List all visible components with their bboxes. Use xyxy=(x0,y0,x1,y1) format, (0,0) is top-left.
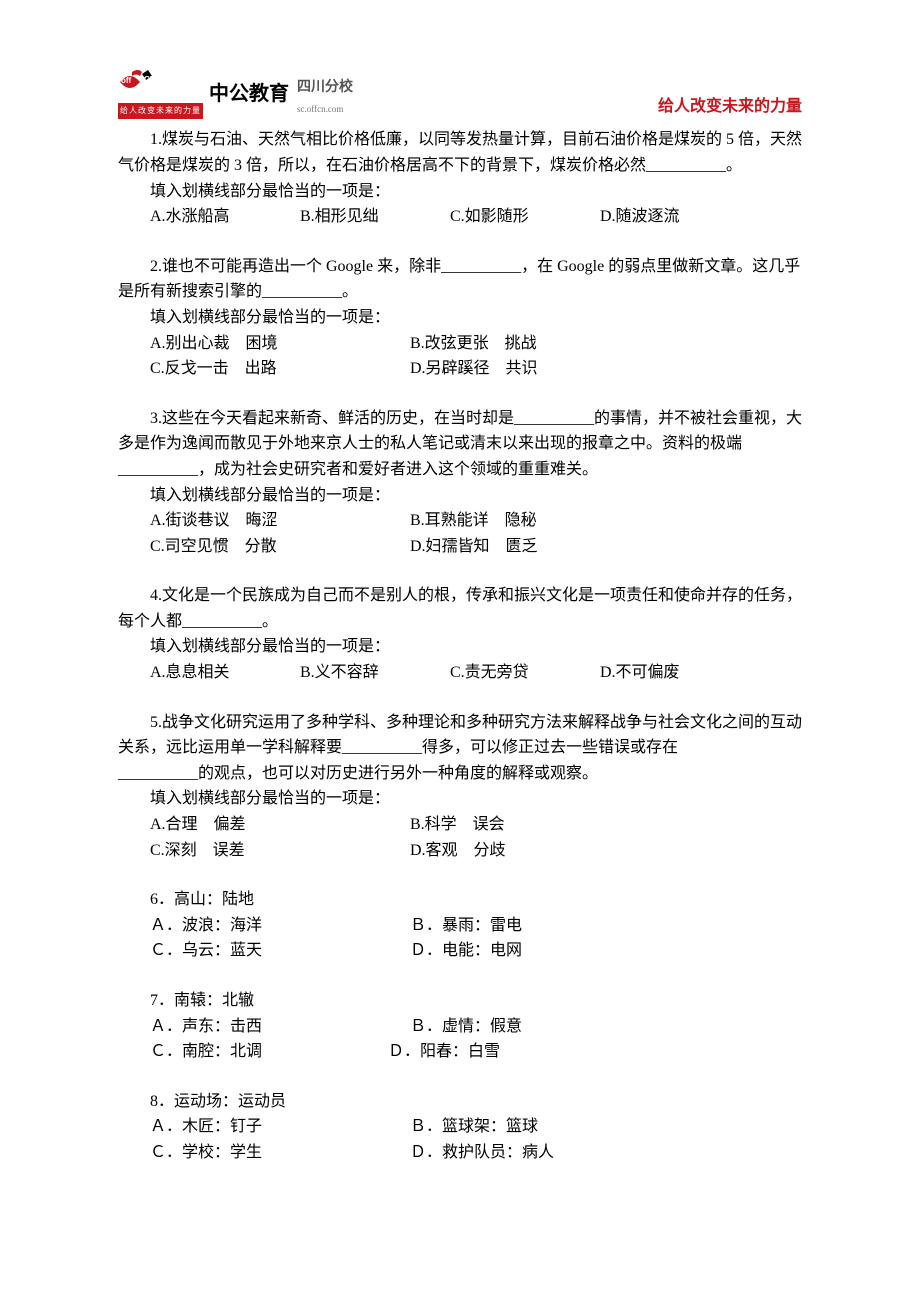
analogy-stem: 8．运动场：运动员 xyxy=(150,1089,802,1115)
question-prompt: 填入划横线部分最恰当的一项是： xyxy=(118,179,802,205)
option: Ｂ．篮球架：篮球 xyxy=(410,1114,670,1140)
option: C.深刻 误差 xyxy=(150,838,410,864)
question-prompt: 填入划横线部分最恰当的一项是： xyxy=(118,483,802,509)
question-prompt: 填入划横线部分最恰当的一项是： xyxy=(118,305,802,331)
question-prompt: 填入划横线部分最恰当的一项是： xyxy=(118,786,802,812)
analogy-stem: 6．高山：陆地 xyxy=(150,887,802,913)
content-area: 1.煤炭与石油、天然气相比价格低廉，以同等发热量计算，目前石油价格是煤炭的 5 … xyxy=(118,127,802,1165)
option: C.反戈一击 出路 xyxy=(150,356,410,382)
option: Ｂ．暴雨：雷电 xyxy=(410,913,670,939)
option: D.妇孺皆知 匮乏 xyxy=(410,534,670,560)
option: A.合理 偏差 xyxy=(150,812,410,838)
analogy-options-row: Ｃ．南腔：北调Ｄ．阳春：白雪 xyxy=(150,1039,802,1065)
logo-main-text: 中公教育 xyxy=(209,78,289,110)
options-row: C.司空见惯 分散D.妇孺皆知 匮乏 xyxy=(150,534,802,560)
option: B.改弦更张 挑战 xyxy=(410,331,670,357)
option: Ａ．木匠：钉子 xyxy=(150,1114,410,1140)
page-header: off CN 给人改变未来的力量 中公教育 四川分校 sc.offcn.com … xyxy=(118,68,802,119)
option: Ｃ．南腔：北调 xyxy=(150,1039,410,1065)
analogy-6: 6．高山：陆地Ａ．波浪：海洋Ｂ．暴雨：雷电Ｃ．乌云：蓝天Ｄ．电能：电网 xyxy=(118,887,802,964)
option: A.息息相关 xyxy=(150,660,300,686)
options-row: C.深刻 误差D.客观 分歧 xyxy=(150,838,802,864)
option: Ａ．声东：击西 xyxy=(150,1014,410,1040)
question-text: 3.这些在今天看起来新奇、鲜活的历史，在当时却是__________的事情，并不… xyxy=(118,406,802,483)
option: B.相形见绌 xyxy=(300,204,450,230)
option: C.司空见惯 分散 xyxy=(150,534,410,560)
question-2: 2.谁也不可能再造出一个 Google 来，除非__________，在 Goo… xyxy=(118,254,802,382)
analogy-options-row: Ａ．波浪：海洋Ｂ．暴雨：雷电 xyxy=(150,913,802,939)
question-text: 1.煤炭与石油、天然气相比价格低廉，以同等发热量计算，目前石油价格是煤炭的 5 … xyxy=(118,127,802,178)
logo-tagline: 给人改变未来的力量 xyxy=(118,103,203,120)
question-text: 5.战争文化研究运用了多种学科、多种理论和多种研究方法来解释战争与社会文化之间的… xyxy=(118,710,802,761)
option: Ｄ．电能：电网 xyxy=(410,938,670,964)
option: B.科学 误会 xyxy=(410,812,670,838)
question-4: 4.文化是一个民族成为自己而不是别人的根，传承和振兴文化是一项责任和使命并存的任… xyxy=(118,583,802,685)
option: Ｄ．阳春：白雪 xyxy=(388,1039,648,1065)
options-row: C.反戈一击 出路D.另辟蹊径 共识 xyxy=(150,356,802,382)
analogy-options-row: Ａ．木匠：钉子Ｂ．篮球架：篮球 xyxy=(150,1114,802,1140)
logo-sub-text: 四川分校 xyxy=(297,75,353,97)
svg-text:off: off xyxy=(121,76,132,85)
question-prompt: 填入划横线部分最恰当的一项是： xyxy=(118,634,802,660)
option: B.义不容辞 xyxy=(300,660,450,686)
analogy-options-row: Ｃ．学校：学生Ｄ．救护队员：病人 xyxy=(150,1140,802,1166)
question-text: __________的观点，也可以对历史进行另外一种角度的解释或观察。 xyxy=(118,761,802,787)
option: Ｄ．救护队员：病人 xyxy=(410,1140,670,1166)
option: Ｂ．虚情：假意 xyxy=(410,1014,670,1040)
option: Ｃ．学校：学生 xyxy=(150,1140,410,1166)
option: A.街谈巷议 晦涩 xyxy=(150,508,410,534)
option: A.别出心裁 困境 xyxy=(150,331,410,357)
question-text: 2.谁也不可能再造出一个 Google 来，除非__________，在 Goo… xyxy=(118,254,802,305)
option: A.水涨船高 xyxy=(150,204,300,230)
options-row: A.别出心裁 困境B.改弦更张 挑战 xyxy=(150,331,802,357)
logo-icon: off CN 给人改变未来的力量 xyxy=(118,68,203,119)
analogy-8: 8．运动场：运动员Ａ．木匠：钉子Ｂ．篮球架：篮球Ｃ．学校：学生Ｄ．救护队员：病人 xyxy=(118,1089,802,1166)
options-row: A.息息相关B.义不容辞C.责无旁贷D.不可偏废 xyxy=(150,660,802,686)
options-row: A.街谈巷议 晦涩B.耳熟能详 隐秘 xyxy=(150,508,802,534)
option: D.客观 分歧 xyxy=(410,838,670,864)
option: C.如影随形 xyxy=(450,204,600,230)
question-1: 1.煤炭与石油、天然气相比价格低廉，以同等发热量计算，目前石油价格是煤炭的 5 … xyxy=(118,127,802,229)
svg-text:CN: CN xyxy=(144,75,156,84)
logo-area: off CN 给人改变未来的力量 中公教育 四川分校 sc.offcn.com xyxy=(118,68,353,119)
option: D.随波逐流 xyxy=(600,204,750,230)
logo-text-block: 中公教育 四川分校 sc.offcn.com xyxy=(209,75,353,112)
analogy-options-row: Ｃ．乌云：蓝天Ｄ．电能：电网 xyxy=(150,938,802,964)
options-row: A.水涨船高B.相形见绌C.如影随形D.随波逐流 xyxy=(150,204,802,230)
logo-url: sc.offcn.com xyxy=(297,102,353,116)
analogy-options-row: Ａ．声东：击西Ｂ．虚情：假意 xyxy=(150,1014,802,1040)
question-3: 3.这些在今天看起来新奇、鲜活的历史，在当时却是__________的事情，并不… xyxy=(118,406,802,560)
option: D.另辟蹊径 共识 xyxy=(410,356,670,382)
question-5: 5.战争文化研究运用了多种学科、多种理论和多种研究方法来解释战争与社会文化之间的… xyxy=(118,710,802,864)
question-text: 4.文化是一个民族成为自己而不是别人的根，传承和振兴文化是一项责任和使命并存的任… xyxy=(118,583,802,634)
option: Ａ．波浪：海洋 xyxy=(150,913,410,939)
option: B.耳熟能详 隐秘 xyxy=(410,508,670,534)
option: C.责无旁贷 xyxy=(450,660,600,686)
analogy-7: 7．南辕：北辙Ａ．声东：击西Ｂ．虚情：假意Ｃ．南腔：北调Ｄ．阳春：白雪 xyxy=(118,988,802,1065)
header-slogan: 给人改变未来的力量 xyxy=(658,94,802,120)
analogy-stem: 7．南辕：北辙 xyxy=(150,988,802,1014)
option: D.不可偏废 xyxy=(600,660,750,686)
options-row: A.合理 偏差B.科学 误会 xyxy=(150,812,802,838)
option: Ｃ．乌云：蓝天 xyxy=(150,938,410,964)
